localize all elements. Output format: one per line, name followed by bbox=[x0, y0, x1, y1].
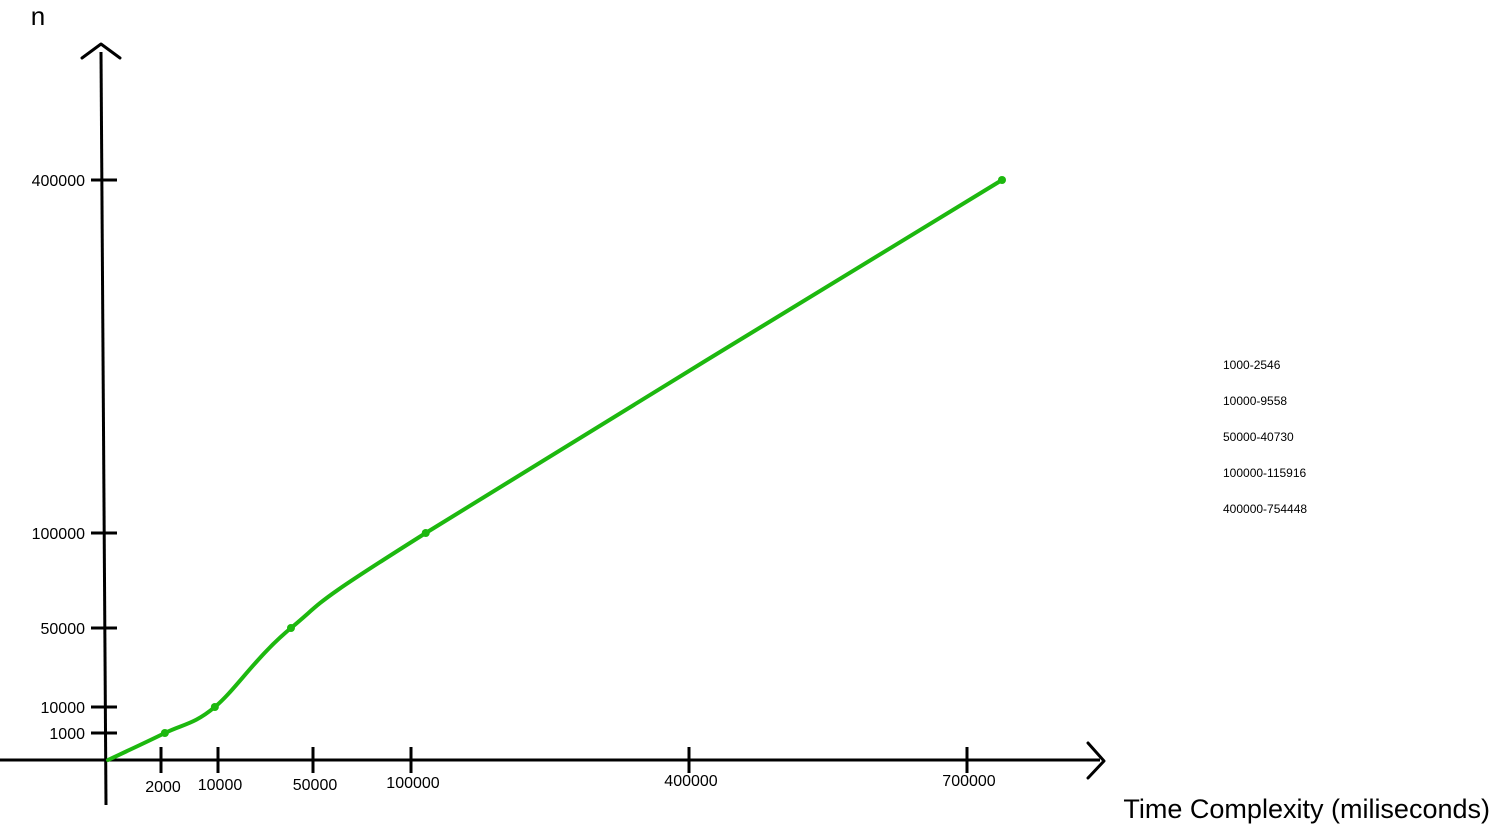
data-point bbox=[286, 624, 295, 632]
y-tick-label: 400000 bbox=[32, 173, 85, 190]
x-tick-label: 700000 bbox=[942, 773, 995, 790]
x-tick-label: 50000 bbox=[293, 777, 338, 794]
data-point bbox=[210, 703, 219, 711]
x-tick-label: 2000 bbox=[145, 779, 181, 796]
y-tick-label: 50000 bbox=[41, 621, 86, 638]
data-point bbox=[421, 529, 430, 537]
note-item: 50000-40730 bbox=[1223, 430, 1294, 444]
x-tick-label: 10000 bbox=[198, 777, 243, 794]
data-point bbox=[998, 176, 1006, 184]
note-item: 400000-754448 bbox=[1223, 502, 1308, 516]
y-axis-arrow-head bbox=[80, 42, 122, 60]
note-item: 100000-115916 bbox=[1223, 466, 1307, 480]
y-tick-label: 10000 bbox=[41, 700, 86, 717]
y-axis bbox=[99, 51, 108, 806]
x-tick-label: 400000 bbox=[664, 773, 717, 790]
x-axis-arrow-head bbox=[1086, 741, 1106, 780]
data-point bbox=[160, 729, 169, 737]
y-tick-label: 100000 bbox=[32, 526, 85, 543]
x-axis-title: Time Complexity (miliseconds) bbox=[1123, 794, 1490, 824]
legend-notes: 1000-2546 10000-9558 50000-40730 100000-115… bbox=[1223, 356, 1307, 536]
y-tick-label: 1000 bbox=[49, 726, 85, 743]
series-line bbox=[106, 178, 1004, 762]
note-item: 1000-2546 bbox=[1223, 358, 1281, 372]
x-tick-label: 100000 bbox=[386, 775, 439, 792]
y-axis-title: n bbox=[31, 1, 45, 31]
note-item: 10000-9558 bbox=[1223, 394, 1288, 408]
